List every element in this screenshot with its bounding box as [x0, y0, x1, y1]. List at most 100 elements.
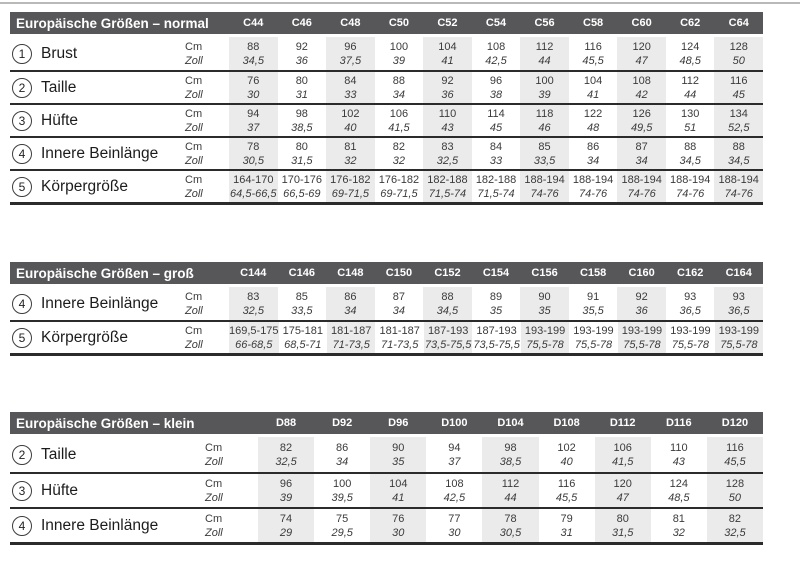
cm-value: 104 [438, 40, 457, 53]
data-cell: 181-187 71-73,5 [327, 322, 376, 353]
cm-value: 93 [684, 290, 697, 303]
cm-value: 92 [295, 40, 308, 53]
zoll-value: 69-71,5 [380, 187, 418, 200]
zoll-value: 38,5 [291, 121, 313, 134]
cm-value: 182-188 [427, 173, 468, 186]
column-header: C56 [534, 17, 555, 29]
data-cell: 193-199 75,5-78 [714, 322, 764, 353]
cm-value: 88 [247, 40, 260, 53]
cm-value: 169,5-175 [229, 324, 279, 337]
cm-value: 81 [344, 140, 357, 153]
row-number-badge: 5 [12, 176, 32, 197]
zoll-value: 44 [684, 88, 697, 101]
column-header: C152 [434, 267, 461, 279]
zoll-value: 42 [635, 88, 648, 101]
cm-value: 110 [670, 441, 688, 454]
unit-zoll-label: Zoll [185, 154, 203, 167]
cm-value: 87 [635, 140, 648, 153]
zoll-value: 36 [441, 88, 454, 101]
column-header: D116 [665, 417, 692, 429]
cm-value: 193-199 [718, 324, 760, 337]
cm-value: 176-182 [378, 173, 420, 186]
column-header: D108 [553, 417, 580, 429]
data-cell: 128 50 [714, 37, 764, 70]
data-cell: 108 42,5 [426, 474, 482, 507]
cm-value: 108 [445, 477, 464, 490]
row-label: Innere Beinlänge [41, 294, 159, 312]
zoll-value: 33,5 [533, 154, 556, 167]
data-cell: 91 35,5 [569, 287, 618, 320]
column-header: C146 [288, 267, 315, 279]
data-cell: 76 30 [229, 72, 278, 103]
zoll-value: 34 [392, 304, 406, 317]
column-header: D112 [609, 417, 636, 429]
cm-value: 122 [583, 107, 603, 120]
data-cell: 88 34 [375, 72, 424, 103]
zoll-value: 32,5 [242, 304, 264, 317]
cm-value: 116 [726, 441, 744, 454]
row-label: Hüfte [41, 481, 79, 499]
row-number-badge: 1 [12, 43, 32, 64]
data-cell: 87 34 [375, 287, 424, 320]
cm-value: 114 [487, 107, 505, 120]
cm-value: 128 [725, 477, 745, 490]
data-cell: 102 40 [326, 105, 375, 136]
zoll-value: 32,5 [724, 526, 746, 539]
column-header: C60 [631, 17, 652, 29]
unit-cell: Cm Zoll [173, 105, 229, 136]
zoll-value: 73,5-75,5 [424, 338, 472, 351]
zoll-value: 36,5 [679, 304, 701, 317]
data-cell: 74 29 [258, 509, 315, 542]
data-cell: 120 47 [594, 474, 651, 507]
cm-value: 130 [681, 107, 700, 120]
data-cell: 79 31 [539, 509, 595, 542]
unit-cell: Cm Zoll [173, 72, 229, 103]
cm-value: 170-176 [281, 173, 322, 186]
cm-value: 86 [336, 441, 349, 454]
zoll-value: 74-76 [627, 187, 656, 200]
zoll-value: 75,5-78 [574, 338, 613, 351]
cm-value: 124 [681, 40, 700, 53]
unit-cm-label: Cm [185, 290, 203, 303]
data-cell: 114 45 [472, 105, 521, 136]
data-cell: 193-199 75,5-78 [569, 322, 617, 353]
data-cell: 88 34,5 [423, 287, 472, 320]
zoll-value: 31,5 [612, 526, 634, 539]
cm-value: 128 [729, 40, 748, 53]
zoll-value: 66,5-69 [283, 187, 321, 200]
cm-value: 81 [672, 512, 685, 525]
zoll-value: 71,5-74 [428, 187, 467, 200]
zoll-value: 64,5-66,5 [230, 187, 277, 200]
row-label: Taille [41, 445, 77, 463]
cm-value: 80 [295, 74, 308, 87]
measure-row: 5 Körpergröße Cm Zoll 164-170 64,5-66,5 170-17… [10, 169, 764, 202]
measure-row: 1 Brust Cm Zoll 88 34,5 92 36 96 37,5 100 39 104 41 10… [10, 37, 764, 70]
cm-value: 96 [279, 477, 293, 490]
measure-row: 3 Hüfte Cm Zoll 96 39 100 39,5 104 41 108 42,5 112 44… [10, 472, 763, 507]
cm-value: 120 [613, 477, 632, 490]
table-title: Europäische Größen – normal [16, 15, 209, 31]
column-header: D96 [388, 417, 409, 429]
data-cell: 83 32,5 [423, 138, 472, 169]
unit-cell: Cm Zoll [193, 437, 258, 472]
data-cell: 112 44 [666, 72, 715, 103]
zoll-value: 47 [616, 491, 629, 504]
cm-value: 108 [632, 74, 651, 87]
column-header: C50 [388, 17, 409, 29]
row-header: 5 Körpergröße [10, 322, 173, 353]
zoll-value: 74-76 [530, 187, 559, 200]
row-label: Brust [41, 44, 78, 62]
zoll-value: 34 [344, 304, 357, 317]
cm-value: 112 [535, 40, 554, 53]
zoll-value: 35 [538, 304, 551, 317]
data-cell: 120 47 [617, 37, 666, 70]
unit-zoll-label: Zoll [205, 455, 223, 468]
data-cell: 188-194 74-76 [569, 171, 618, 202]
cm-value: 82 [279, 441, 293, 454]
zoll-value: 74-76 [676, 187, 705, 200]
column-header: C148 [337, 267, 364, 279]
unit-cell: Cm Zoll [173, 138, 229, 169]
row-header: 4 Innere Beinlänge [10, 138, 173, 169]
zoll-value: 41 [586, 88, 600, 101]
data-cell: 193-199 75,5-78 [666, 322, 714, 353]
